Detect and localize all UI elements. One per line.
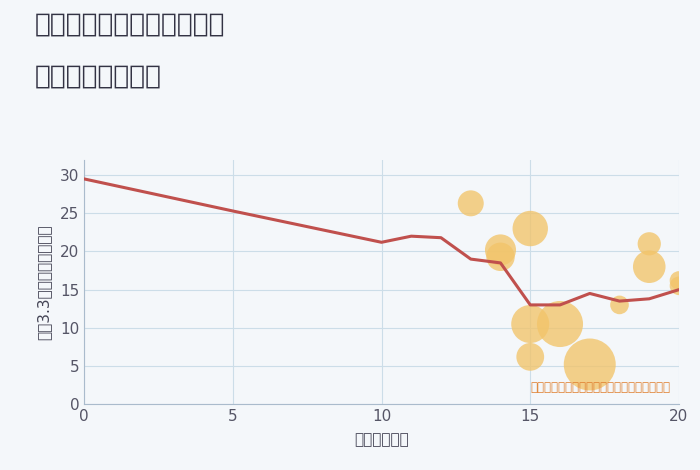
Text: 愛知県江南市山尻町朝日の: 愛知県江南市山尻町朝日の [35, 12, 225, 38]
Text: 円の大きさは、取引のあった物件面積を示す: 円の大きさは、取引のあった物件面積を示す [530, 382, 670, 394]
Point [525, 353, 536, 360]
Y-axis label: 坪（3.3㎡）単価（万円）: 坪（3.3㎡）単価（万円） [36, 224, 51, 340]
X-axis label: 駅距離（分）: 駅距離（分） [354, 432, 409, 447]
Point [554, 320, 566, 328]
Point [644, 263, 655, 271]
Point [584, 361, 595, 368]
Point [673, 277, 685, 284]
Point [495, 246, 506, 254]
Point [644, 240, 655, 248]
Text: 駅距離別土地価格: 駅距離別土地価格 [35, 63, 162, 89]
Point [614, 301, 625, 309]
Point [525, 320, 536, 328]
Point [495, 253, 506, 260]
Point [465, 200, 476, 207]
Point [525, 225, 536, 232]
Point [673, 282, 685, 290]
